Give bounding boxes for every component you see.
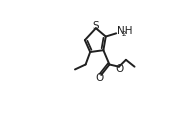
Text: NH: NH <box>117 26 132 36</box>
Text: 2: 2 <box>122 31 126 37</box>
Text: O: O <box>116 64 124 74</box>
Text: O: O <box>96 73 104 83</box>
Text: S: S <box>92 21 99 31</box>
